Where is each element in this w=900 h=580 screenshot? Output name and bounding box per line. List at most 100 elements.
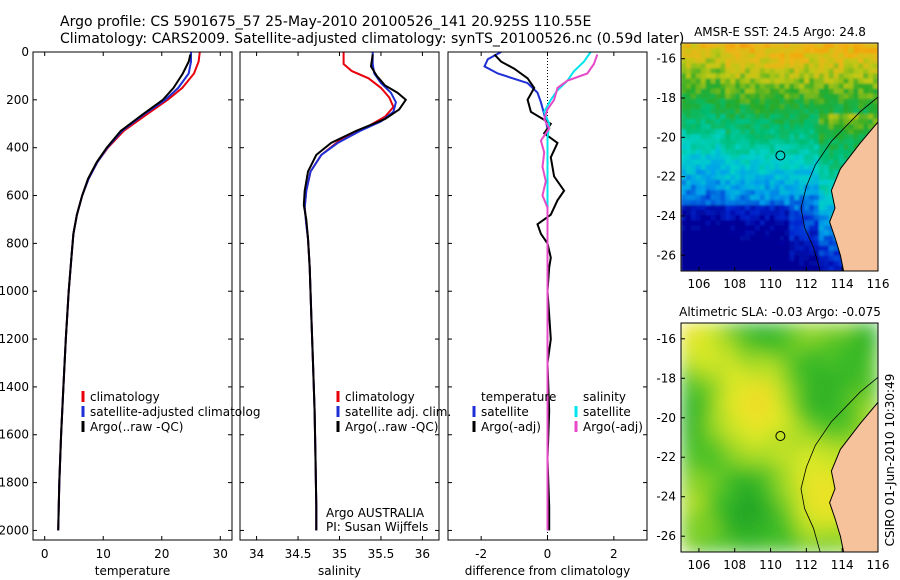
field-cell xyxy=(799,73,805,80)
field-cell xyxy=(799,113,805,120)
field-cell xyxy=(730,205,736,211)
field-cell xyxy=(725,164,731,171)
field-cell xyxy=(720,83,726,90)
field-cell xyxy=(685,184,692,191)
field-cell xyxy=(770,399,781,410)
field-cell xyxy=(710,235,717,242)
field-cell xyxy=(715,129,721,135)
field-cell xyxy=(689,494,700,505)
field-cell xyxy=(764,124,771,130)
field-cell xyxy=(769,68,776,74)
field-cell xyxy=(735,215,741,221)
field-cell xyxy=(799,119,805,125)
field-cell xyxy=(764,73,771,80)
x-tick-label: 20 xyxy=(154,547,169,561)
field-cell xyxy=(761,447,772,458)
field-cell xyxy=(745,240,751,247)
field-cell xyxy=(809,134,815,140)
field-cell xyxy=(818,88,825,95)
field-cell xyxy=(695,235,702,242)
field-cell xyxy=(779,205,786,211)
field-cell xyxy=(770,466,781,477)
field-cell xyxy=(824,351,834,362)
field-cell xyxy=(823,98,830,105)
field-cell xyxy=(695,78,702,85)
field-cell xyxy=(752,342,763,353)
field-cell xyxy=(720,260,726,267)
y-tick-label: -20 xyxy=(656,411,676,425)
field-cell xyxy=(725,98,731,105)
field-cell xyxy=(779,265,786,271)
field-cell xyxy=(788,485,798,496)
field-cell xyxy=(716,342,727,353)
field-cell xyxy=(764,63,771,69)
field-cell xyxy=(818,68,825,74)
field-cell xyxy=(720,58,726,64)
field-cell xyxy=(707,456,718,467)
field-cell xyxy=(754,169,761,176)
field-cell xyxy=(690,250,697,257)
field-cell xyxy=(749,215,756,221)
field-cell xyxy=(698,523,709,534)
field-cell xyxy=(868,113,874,120)
field-cell xyxy=(743,389,754,400)
field-cell xyxy=(828,144,835,150)
field-cell xyxy=(705,205,712,211)
field-cell xyxy=(759,169,766,176)
field-cell xyxy=(843,43,850,49)
field-cell xyxy=(842,370,852,381)
field-cell xyxy=(725,149,731,156)
field-cell xyxy=(695,225,702,232)
field-cell xyxy=(873,53,878,59)
x-tick-label: 36 xyxy=(415,547,430,561)
field-cell xyxy=(690,169,697,176)
field-cell xyxy=(823,83,830,90)
x-axis-label: salinity xyxy=(318,564,361,578)
field-cell xyxy=(868,43,874,49)
field-cell xyxy=(794,265,800,271)
field-cell xyxy=(869,342,878,353)
field-cell xyxy=(770,532,781,544)
field-cell xyxy=(843,63,850,69)
field-cell xyxy=(685,195,692,201)
field-cell xyxy=(740,68,746,74)
field-cell xyxy=(681,456,691,467)
field-cell xyxy=(700,164,707,171)
field-cell xyxy=(813,235,820,242)
field-cell xyxy=(804,58,810,64)
field-cell xyxy=(690,124,697,130)
legend-title-temperature: temperature xyxy=(481,390,556,404)
field-cell xyxy=(725,210,731,216)
field-cell xyxy=(690,200,697,206)
field-cell xyxy=(764,235,771,242)
field-cell xyxy=(761,466,772,477)
field-cell xyxy=(690,98,697,105)
field-cell xyxy=(725,189,731,196)
field-cell xyxy=(789,265,795,271)
field-cell xyxy=(759,255,766,262)
field-cell xyxy=(828,88,835,95)
field-cell xyxy=(789,134,795,140)
field-cell xyxy=(833,108,840,115)
x-tick-label: 10 xyxy=(96,547,111,561)
field-cell xyxy=(809,139,815,145)
field-cell xyxy=(745,189,751,196)
field-cell xyxy=(759,240,766,247)
field-cell xyxy=(707,466,718,477)
field-cell xyxy=(770,380,781,391)
field-cell xyxy=(749,134,756,140)
field-cell xyxy=(715,215,721,221)
field-cell xyxy=(833,380,843,391)
field-cell xyxy=(848,134,854,140)
field-cell xyxy=(818,98,825,105)
field-cell xyxy=(745,134,751,140)
field-cell xyxy=(745,124,751,130)
field-cell xyxy=(715,124,721,130)
field-cell xyxy=(788,494,798,505)
field-cell xyxy=(815,361,825,372)
field-cell xyxy=(749,53,756,59)
field-cell xyxy=(873,63,878,69)
field-cell xyxy=(759,164,766,171)
field-cell xyxy=(716,332,727,343)
field-cell xyxy=(761,408,772,420)
